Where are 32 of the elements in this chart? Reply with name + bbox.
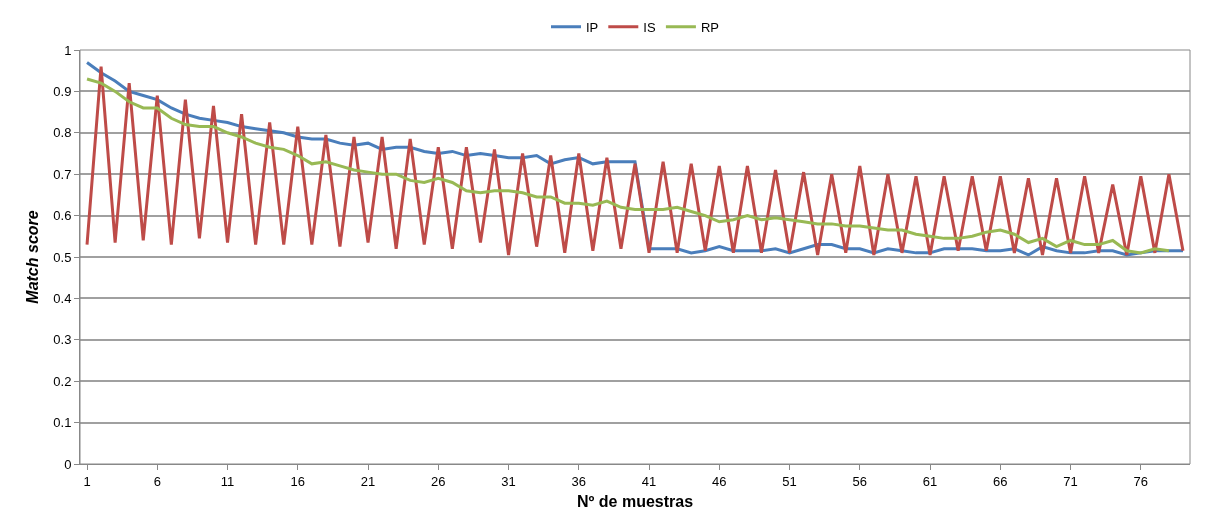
x-tick-label: 61	[922, 473, 938, 489]
x-tick-label: 16	[290, 473, 306, 489]
x-tick-label: 11	[220, 473, 235, 489]
x-tick-label: 36	[571, 473, 587, 489]
y-tick-label: 0.5	[53, 249, 72, 265]
y-tick-label: 0.7	[53, 166, 72, 182]
y-tick-label: 0.9	[53, 83, 72, 99]
x-axis-title: Nº de muestras	[576, 493, 694, 511]
y-tick-label: 0.3	[53, 332, 72, 348]
x-tick-label: 76	[1133, 473, 1149, 489]
x-tick-label: 51	[782, 473, 797, 489]
x-tick-label: 46	[712, 473, 727, 489]
y-tick-label: 0	[64, 456, 72, 472]
y-tick-label: 0.6	[53, 208, 72, 224]
x-tick-label: 21	[360, 473, 376, 489]
legend-label: IP	[586, 19, 599, 35]
x-tick-label: 6	[153, 473, 161, 489]
y-tick-label: 0.2	[53, 373, 72, 389]
y-tick-label: 0.1	[53, 415, 72, 431]
x-tick-label: 26	[431, 473, 446, 489]
x-tick-label: 71	[1063, 473, 1078, 489]
legend-label: IS	[643, 19, 656, 35]
x-tick-label: 66	[993, 473, 1008, 489]
x-tick-label: 31	[501, 473, 516, 489]
x-tick-label: 1	[83, 473, 91, 489]
x-tick-label: 41	[641, 473, 657, 489]
y-tick-label: 0.4	[53, 290, 72, 306]
x-tick-label: 56	[852, 473, 868, 489]
y-tick-label: 0.8	[53, 125, 72, 141]
y-axis-title: Match score	[24, 210, 41, 304]
legend-label: RP	[700, 19, 719, 35]
y-tick-label: 1	[64, 42, 72, 58]
